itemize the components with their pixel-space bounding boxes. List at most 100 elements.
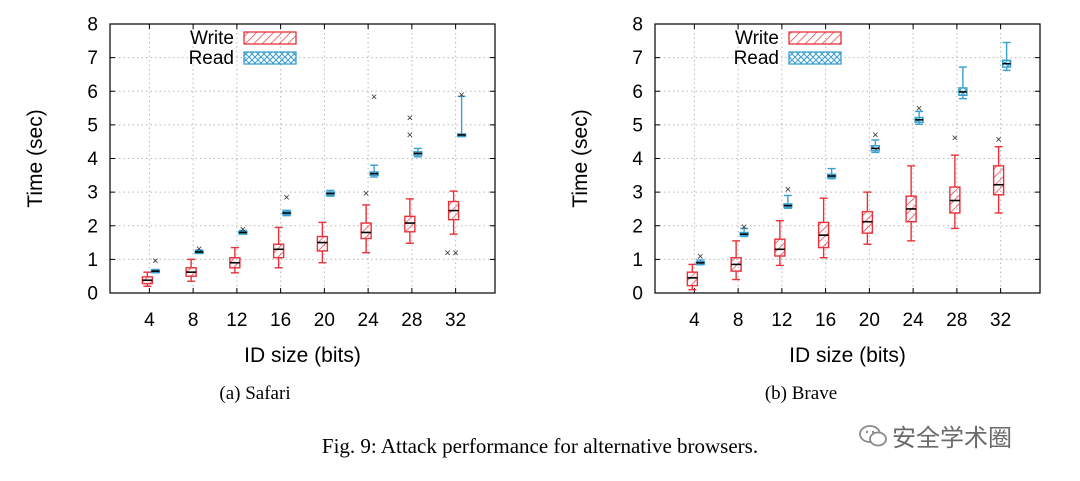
write-outlier: × (407, 129, 413, 141)
read-box: × (695, 251, 706, 266)
y-tick-label: 4 (87, 149, 98, 170)
y-tick-label: 7 (632, 48, 643, 69)
write-iqr-box (272, 243, 285, 259)
y-tick-label: 0 (87, 284, 98, 305)
read-outlier: × (371, 91, 377, 103)
read-outlier: × (196, 244, 202, 256)
read-box: × (870, 129, 881, 154)
y-tick-label: 6 (87, 82, 98, 103)
read-box (826, 167, 837, 180)
read-box: × (238, 224, 248, 236)
read-outlier: × (741, 221, 747, 233)
figure-caption: Fig. 9: Attack performance for alternati… (321, 434, 759, 458)
x-axis-label: ID size (bits) (789, 344, 906, 367)
y-tick-label: 1 (87, 250, 98, 271)
read-box: × (783, 184, 793, 209)
y-tick-label: 4 (632, 149, 643, 170)
plot-frame (109, 23, 496, 294)
read-box (1001, 41, 1012, 72)
write-iqr-box (316, 235, 329, 252)
write-iqr-box (360, 222, 372, 240)
read-box (413, 147, 423, 158)
read-box: × (739, 221, 749, 238)
read-box: × (194, 244, 204, 256)
read-box: × (914, 103, 924, 125)
legend-swatch-write (243, 31, 297, 45)
read-outlier: × (152, 255, 158, 267)
write-box (730, 240, 742, 281)
write-outlier: × (363, 188, 369, 200)
x-tick-label: 4 (144, 310, 155, 331)
read-box: × (281, 192, 292, 217)
write-box: ×× (404, 112, 416, 244)
write-box (817, 197, 830, 259)
read-box: × (150, 255, 161, 274)
x-tick-label: 4 (689, 310, 700, 331)
write-iqr-box (686, 271, 699, 287)
read-box (958, 66, 968, 100)
subcaption: (a) Safari (219, 383, 290, 404)
legend-label-read: Read (734, 48, 779, 69)
write-outlier: × (952, 133, 958, 145)
write-iqr-box (404, 215, 416, 233)
read-outlier: × (785, 184, 791, 196)
write-box (272, 226, 285, 269)
write-iqr-box (774, 238, 786, 257)
write-outlier: × (407, 112, 413, 124)
write-box: × (444, 190, 460, 260)
legend-swatch-read (243, 51, 297, 65)
write-box (905, 165, 917, 242)
write-box: × (992, 134, 1005, 214)
watermark-text: 安全学术圈 (892, 424, 1012, 452)
x-tick-label: 12 (771, 310, 792, 331)
y-axis-label: Time (sec) (569, 109, 592, 207)
x-axis-label: ID size (bits) (244, 344, 361, 367)
write-box (316, 221, 329, 264)
y-tick-label: 8 (87, 15, 98, 36)
read-outlier: × (916, 103, 922, 115)
write-box: × (360, 188, 372, 254)
x-tick-label: 24 (903, 310, 925, 331)
read-box: ×× (452, 90, 467, 260)
legend-swatch-read (788, 51, 842, 65)
write-box (141, 271, 154, 287)
write-box (861, 191, 874, 245)
x-tick-label: 12 (226, 310, 247, 331)
x-tick-label: 24 (358, 310, 380, 331)
wechat-icon (859, 424, 887, 446)
x-tick-label: 16 (815, 310, 836, 331)
legend-label-write: Write (190, 28, 234, 49)
x-tick-label: 16 (270, 310, 291, 331)
watermark: 安全学术圈 (858, 418, 1012, 453)
write-box: × (949, 133, 961, 230)
y-tick-label: 3 (87, 183, 98, 204)
legend-swatch-write (788, 31, 842, 45)
y-tick-label: 1 (632, 250, 643, 271)
y-tick-label: 5 (87, 115, 98, 136)
write-box (229, 246, 241, 274)
y-tick-label: 2 (87, 216, 98, 237)
write-iqr-box (992, 165, 1005, 196)
y-tick-label: 3 (632, 183, 643, 204)
read-outlier: × (458, 90, 464, 102)
legend-label-write: Write (735, 28, 779, 49)
read-outlier: × (283, 192, 289, 204)
x-tick-label: 28 (946, 310, 967, 331)
y-tick-label: 5 (632, 115, 643, 136)
plot-frame (654, 23, 1041, 294)
read-outlier: × (697, 251, 703, 263)
y-tick-label: 8 (632, 15, 643, 36)
read-outlier: × (452, 248, 458, 260)
x-tick-label: 32 (445, 310, 466, 331)
legend-label-read: Read (189, 48, 234, 69)
write-box (686, 263, 699, 291)
write-outlier: × (444, 248, 450, 260)
y-axis-label: Time (sec) (24, 109, 47, 207)
subcaption: (b) Brave (765, 383, 837, 404)
